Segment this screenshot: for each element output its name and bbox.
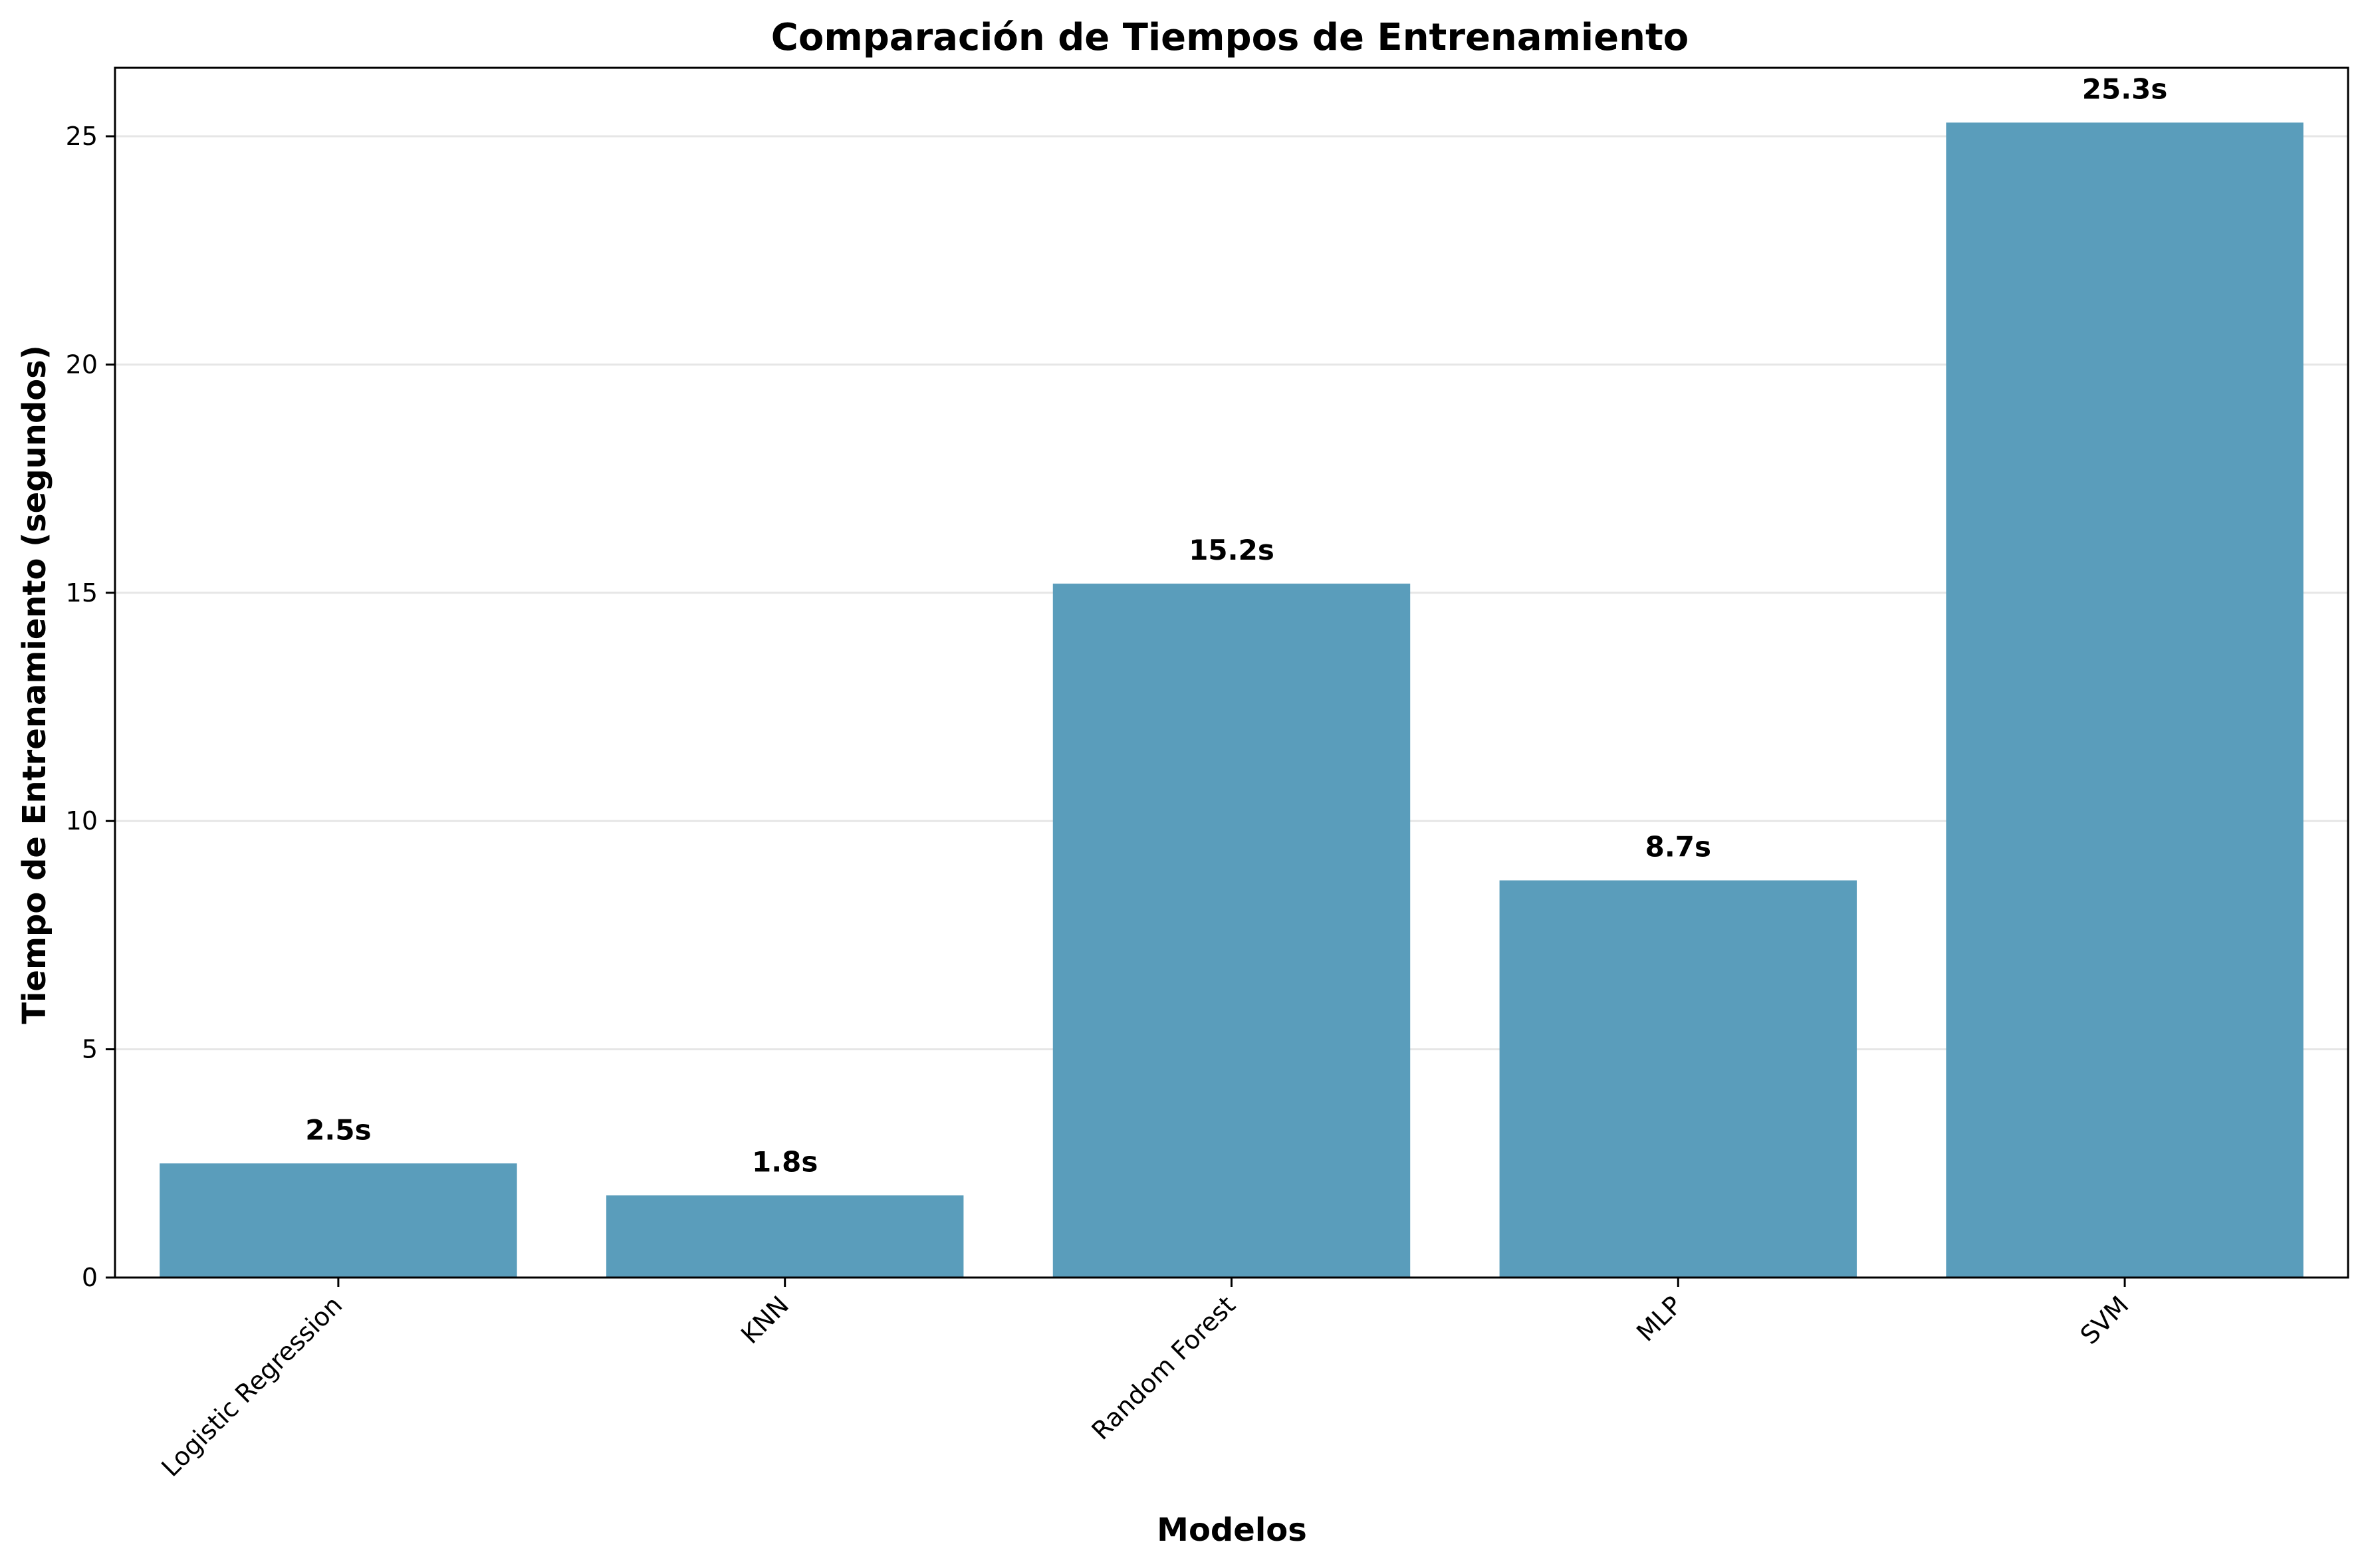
data-label: 25.3s — [2082, 72, 2168, 105]
data-label: 2.5s — [305, 1113, 371, 1146]
data-label: 8.7s — [1645, 830, 1711, 863]
y-tick-label: 25 — [66, 122, 98, 151]
y-tick-label: 10 — [66, 806, 98, 836]
x-axis-label: Modelos — [1157, 1512, 1307, 1549]
bars — [160, 122, 2304, 1278]
chart-title: Comparación de Tiempos de Entrenamiento — [771, 16, 1689, 59]
bar — [160, 1163, 517, 1278]
y-axis-label: Tiempo de Entrenamiento (segundos) — [16, 345, 53, 1024]
bar — [606, 1195, 964, 1278]
data-labels: 2.5s 1.8s 15.2s 8.7s 25.3s — [305, 72, 2167, 1178]
y-tick-label: 20 — [66, 350, 98, 379]
y-tick-label: 15 — [66, 578, 98, 608]
bar — [1946, 122, 2304, 1278]
bar — [1052, 584, 1411, 1278]
bar — [1499, 880, 1857, 1278]
data-label: 1.8s — [752, 1145, 818, 1178]
y-tick-label: 5 — [82, 1035, 98, 1064]
y-tick-label: 0 — [82, 1263, 98, 1292]
data-label: 15.2s — [1189, 534, 1274, 566]
